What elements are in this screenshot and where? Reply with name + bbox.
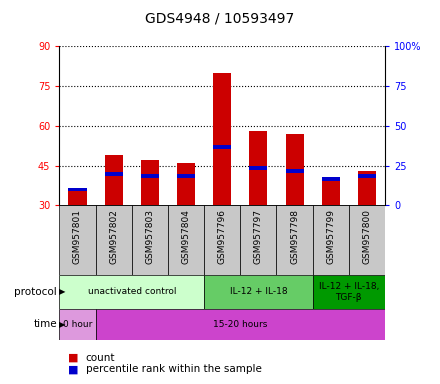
Bar — [213, 73, 231, 205]
Text: GSM957800: GSM957800 — [363, 209, 371, 264]
Bar — [249, 131, 268, 205]
Bar — [105, 172, 123, 175]
Text: count: count — [86, 353, 115, 363]
Bar — [204, 275, 313, 309]
Bar — [168, 205, 204, 275]
Bar — [95, 205, 132, 275]
Text: percentile rank within the sample: percentile rank within the sample — [86, 364, 262, 374]
Bar — [177, 174, 195, 178]
Text: GSM957803: GSM957803 — [145, 209, 154, 264]
Bar — [177, 163, 195, 205]
Text: GSM957801: GSM957801 — [73, 209, 82, 264]
Bar — [349, 205, 385, 275]
Bar — [358, 171, 376, 205]
Bar — [240, 205, 276, 275]
Bar — [132, 205, 168, 275]
Bar — [322, 177, 340, 181]
Bar — [69, 187, 87, 192]
Text: ▶: ▶ — [59, 287, 65, 296]
Text: GSM957804: GSM957804 — [182, 209, 191, 264]
Bar — [286, 169, 304, 173]
Bar — [286, 134, 304, 205]
Text: GSM957798: GSM957798 — [290, 209, 299, 264]
Bar — [141, 174, 159, 178]
Text: time: time — [33, 319, 57, 329]
Text: ■: ■ — [68, 364, 79, 374]
Bar — [95, 309, 385, 340]
Text: protocol: protocol — [15, 287, 57, 297]
Bar — [141, 160, 159, 205]
Text: ■: ■ — [68, 353, 79, 363]
Bar — [105, 155, 123, 205]
Bar — [59, 205, 95, 275]
Text: ▶: ▶ — [59, 320, 65, 329]
Bar — [59, 309, 95, 340]
Bar — [313, 275, 385, 309]
Text: GSM957796: GSM957796 — [218, 209, 227, 264]
Text: IL-12 + IL-18,
TGF-β: IL-12 + IL-18, TGF-β — [319, 282, 379, 301]
Bar — [204, 205, 240, 275]
Text: 0 hour: 0 hour — [63, 320, 92, 329]
Bar — [322, 179, 340, 205]
Bar — [313, 205, 349, 275]
Text: 15-20 hours: 15-20 hours — [213, 320, 268, 329]
Text: GDS4948 / 10593497: GDS4948 / 10593497 — [145, 12, 295, 25]
Bar — [69, 190, 87, 205]
Bar — [213, 145, 231, 149]
Text: GSM957797: GSM957797 — [254, 209, 263, 264]
Bar — [276, 205, 313, 275]
Bar — [358, 174, 376, 178]
Text: GSM957799: GSM957799 — [326, 209, 335, 264]
Bar — [59, 275, 204, 309]
Text: unactivated control: unactivated control — [88, 287, 176, 296]
Bar — [249, 166, 268, 170]
Text: IL-12 + IL-18: IL-12 + IL-18 — [230, 287, 287, 296]
Text: GSM957802: GSM957802 — [109, 209, 118, 264]
